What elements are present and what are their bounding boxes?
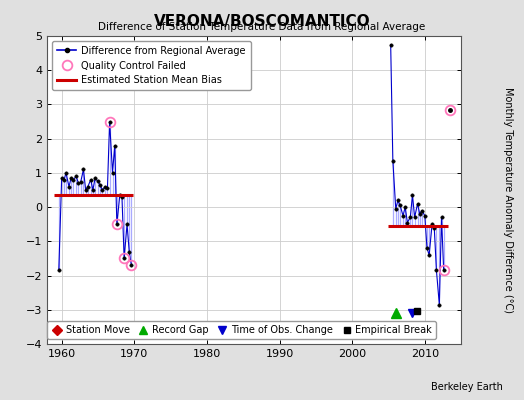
- Text: VERONA/BOSCOMANTICO: VERONA/BOSCOMANTICO: [154, 14, 370, 29]
- Text: Monthly Temperature Anomaly Difference (°C): Monthly Temperature Anomaly Difference (…: [503, 87, 514, 313]
- Text: Difference of Station Temperature Data from Regional Average: Difference of Station Temperature Data f…: [99, 22, 425, 32]
- Legend: Station Move, Record Gap, Time of Obs. Change, Empirical Break: Station Move, Record Gap, Time of Obs. C…: [47, 321, 436, 339]
- Text: Berkeley Earth: Berkeley Earth: [431, 382, 503, 392]
